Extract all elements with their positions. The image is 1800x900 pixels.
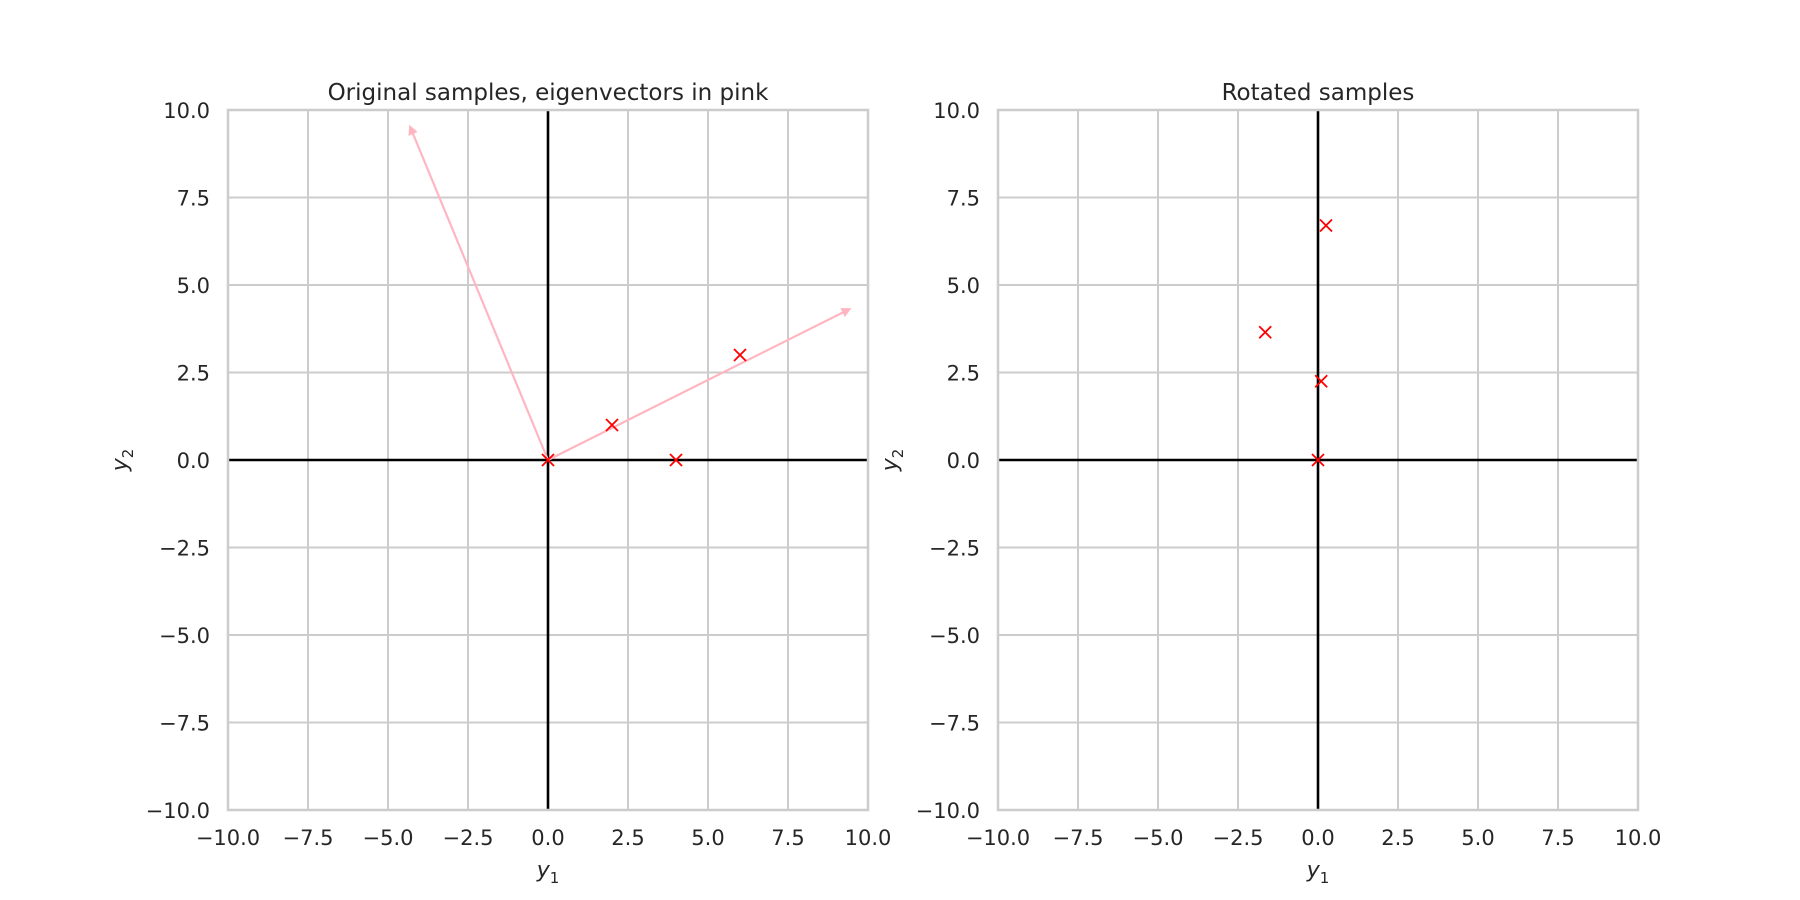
- x-tick-label: −2.5: [1213, 826, 1264, 850]
- x-tick-label: 10.0: [845, 826, 892, 850]
- x-tick-label: 0.0: [1301, 826, 1334, 850]
- x-tick-label: −10.0: [196, 826, 260, 850]
- x-tick-label: −7.5: [283, 826, 334, 850]
- sample-point: [1319, 218, 1333, 233]
- y-tick-label: −2.5: [159, 537, 210, 561]
- eigenvector-arrow: [547, 308, 852, 461]
- y-tick-label: 2.5: [947, 362, 980, 386]
- y-tick-label: −10.0: [916, 799, 980, 823]
- x-tick-label: 0.0: [531, 826, 564, 850]
- y-tick-label: 5.0: [947, 274, 980, 298]
- sample-point: [1314, 374, 1328, 388]
- chart-rotated-samples: −10.0 −7.5 −5.0 −2.5 0.0 2.5 5.0 7.5 10.0 −10.0−…: [878, 80, 1661, 887]
- y-tick-label: 0.0: [947, 449, 980, 473]
- y-tick-label: 7.5: [177, 187, 210, 211]
- y-tick-label: 0.0: [177, 449, 210, 473]
- y-tick-labels: −10.0 −7.5 −5.0 −2.5 0.0 2.5 5.0 7.5 10.0: [916, 99, 980, 823]
- x-tick-label: −10.0: [966, 826, 1030, 850]
- sample-point: [1258, 325, 1272, 339]
- y-tick-label: −5.0: [159, 624, 210, 648]
- x-tick-label: 2.5: [611, 826, 644, 850]
- x-tick-label: −5.0: [1133, 826, 1184, 850]
- y-tick-label: −2.5: [929, 537, 980, 561]
- sample-point: [541, 453, 555, 467]
- sample-point: [605, 418, 619, 432]
- x-axis-label: y1: [1306, 858, 1330, 887]
- chart-title: Original samples, eigenvectors in pink: [328, 80, 769, 106]
- y-axis-label: y2: [878, 449, 907, 473]
- sample-point: [1311, 453, 1325, 467]
- x-tick-label: 2.5: [1381, 826, 1414, 850]
- y-tick-label: 10.0: [163, 99, 210, 123]
- plot-frame: [996, 108, 1640, 812]
- sample-point: [733, 348, 747, 362]
- x-tick-labels: −10.0 −7.5 −5.0 −2.5 0.0 2.5 5.0 7.5 10.0: [966, 826, 1662, 850]
- x-tick-label: 10.0: [1615, 826, 1662, 850]
- y-tick-label: 7.5: [947, 187, 980, 211]
- sample-points: [541, 348, 747, 467]
- y-tick-label: 5.0: [177, 274, 210, 298]
- x-tick-label: −5.0: [363, 826, 414, 850]
- y-tick-labels: −10.0 −7.5 −5.0 −2.5 0.0 2.5 5.0 7.5 10.0: [146, 99, 210, 823]
- x-axis-label: y1: [536, 858, 560, 887]
- x-tick-label: 5.0: [1461, 826, 1494, 850]
- y-tick-label: 2.5: [177, 362, 210, 386]
- y-tick-label: −10.0: [146, 799, 210, 823]
- x-tick-label: 7.5: [771, 826, 804, 850]
- x-tick-label: −7.5: [1053, 826, 1104, 850]
- y-axis-label: y2: [108, 449, 137, 473]
- x-tick-label: −2.5: [443, 826, 494, 850]
- x-tick-label: 5.0: [691, 826, 724, 850]
- y-tick-label: −7.5: [159, 712, 210, 736]
- plot-frame: [226, 108, 870, 812]
- y-tick-label: −5.0: [929, 624, 980, 648]
- eigenvectors: [408, 124, 852, 461]
- chart-title: Rotated samples: [1222, 80, 1415, 106]
- chart-original-samples: −10.0 −7.5 −5.0 −2.5 0.0 2.5 5.0 7.5 10.0 −10.0−…: [108, 80, 891, 887]
- y-tick-label: 10.0: [933, 99, 980, 123]
- sample-points: [1258, 218, 1333, 467]
- y-tick-label: −7.5: [929, 712, 980, 736]
- x-tick-label: 7.5: [1541, 826, 1574, 850]
- x-tick-labels: −10.0 −7.5 −5.0 −2.5 0.0 2.5 5.0 7.5 10.0: [196, 826, 892, 850]
- eigenvector-arrow: [408, 124, 550, 461]
- sample-point: [669, 453, 683, 467]
